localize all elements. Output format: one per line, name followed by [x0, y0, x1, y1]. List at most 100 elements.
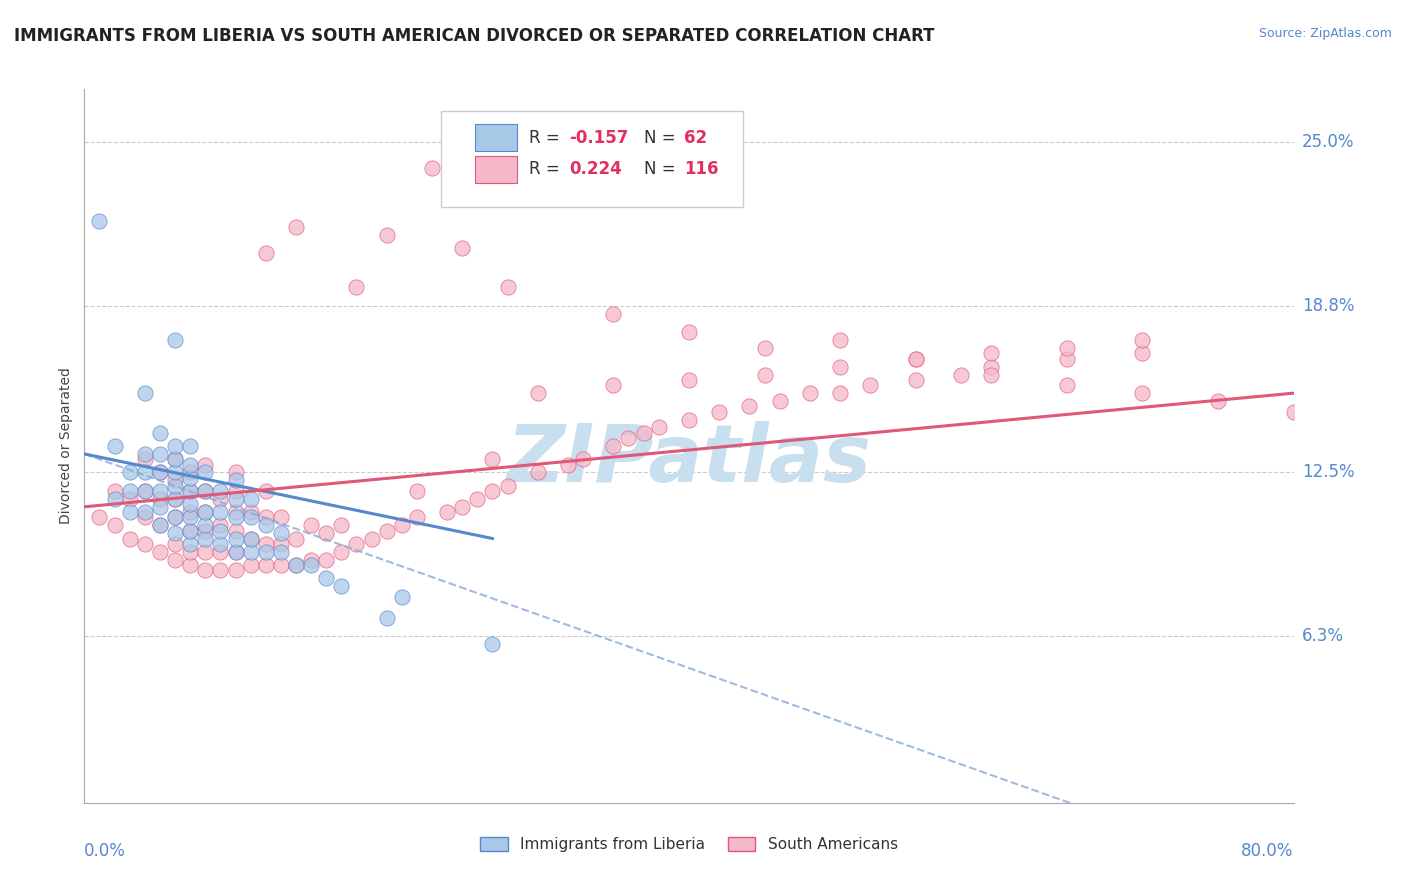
Point — [285, 558, 308, 572]
Point — [134, 386, 156, 401]
Point — [194, 483, 217, 498]
Point — [134, 537, 156, 551]
Point — [315, 571, 337, 585]
Text: 25.0%: 25.0% — [1302, 133, 1354, 151]
Point — [165, 537, 187, 551]
Point — [209, 518, 232, 533]
Point — [830, 333, 852, 347]
Point — [299, 518, 322, 533]
Point — [299, 552, 322, 566]
Point — [209, 505, 232, 519]
Point — [165, 452, 187, 467]
Text: -0.157: -0.157 — [569, 128, 628, 146]
Point — [527, 386, 550, 401]
Point — [165, 510, 187, 524]
Point — [239, 532, 262, 546]
Point — [420, 161, 443, 176]
Point — [89, 510, 111, 524]
Point — [134, 452, 156, 467]
Point — [799, 386, 821, 401]
Point — [270, 558, 292, 572]
Point — [270, 510, 292, 524]
Point — [225, 532, 247, 546]
Point — [950, 368, 973, 382]
Y-axis label: Divorced or Separated: Divorced or Separated — [59, 368, 73, 524]
Point — [1056, 378, 1078, 392]
Point — [299, 558, 322, 572]
Point — [194, 505, 217, 519]
Point — [859, 378, 882, 392]
Point — [285, 219, 308, 234]
Text: N =: N = — [644, 161, 681, 178]
Point — [496, 280, 519, 294]
Point — [209, 563, 232, 577]
Point — [194, 458, 217, 472]
Point — [179, 524, 201, 538]
Point — [769, 394, 792, 409]
Point — [709, 404, 731, 418]
Point — [194, 483, 217, 498]
Point — [149, 518, 172, 533]
Point — [738, 400, 761, 414]
Point — [118, 491, 141, 506]
Point — [980, 359, 1002, 374]
Point — [330, 545, 353, 559]
Point — [134, 483, 156, 498]
Text: ZIPatlas: ZIPatlas — [506, 421, 872, 500]
Point — [617, 431, 640, 445]
Point — [165, 474, 187, 488]
Point — [179, 471, 201, 485]
Text: R =: R = — [529, 161, 565, 178]
Point — [165, 439, 187, 453]
Point — [104, 483, 127, 498]
Point — [104, 491, 127, 506]
Point — [179, 558, 201, 572]
Point — [375, 524, 398, 538]
Point — [481, 483, 503, 498]
Point — [118, 483, 141, 498]
Point — [980, 346, 1002, 360]
Point — [467, 491, 489, 506]
Point — [375, 227, 398, 242]
Point — [225, 483, 247, 498]
Point — [194, 524, 217, 538]
Text: 0.0%: 0.0% — [84, 842, 127, 860]
Text: IMMIGRANTS FROM LIBERIA VS SOUTH AMERICAN DIVORCED OR SEPARATED CORRELATION CHAR: IMMIGRANTS FROM LIBERIA VS SOUTH AMERICA… — [14, 27, 935, 45]
Point — [346, 537, 368, 551]
Point — [149, 447, 172, 461]
Point — [225, 474, 247, 488]
Point — [285, 558, 308, 572]
Point — [225, 491, 247, 506]
Point — [239, 491, 262, 506]
Legend: Immigrants from Liberia, South Americans: Immigrants from Liberia, South Americans — [481, 838, 897, 852]
Point — [375, 611, 398, 625]
Point — [225, 466, 247, 480]
Point — [225, 510, 247, 524]
Point — [648, 420, 671, 434]
Point — [149, 466, 172, 480]
Point — [194, 545, 217, 559]
Point — [406, 510, 429, 524]
Point — [678, 326, 700, 340]
Point — [179, 466, 201, 480]
Point — [346, 280, 368, 294]
Point — [406, 483, 429, 498]
Text: 12.5%: 12.5% — [1302, 464, 1354, 482]
Point — [239, 558, 262, 572]
Point — [209, 545, 232, 559]
Text: 18.8%: 18.8% — [1302, 297, 1354, 315]
Point — [118, 505, 141, 519]
Point — [134, 505, 156, 519]
Point — [602, 439, 624, 453]
Point — [330, 518, 353, 533]
Point — [557, 458, 579, 472]
Point — [360, 532, 382, 546]
Point — [165, 466, 187, 480]
Point — [1056, 351, 1078, 366]
Point — [239, 505, 262, 519]
Point — [89, 214, 111, 228]
Point — [904, 351, 927, 366]
Point — [118, 466, 141, 480]
Point — [254, 537, 277, 551]
Point — [754, 341, 776, 355]
